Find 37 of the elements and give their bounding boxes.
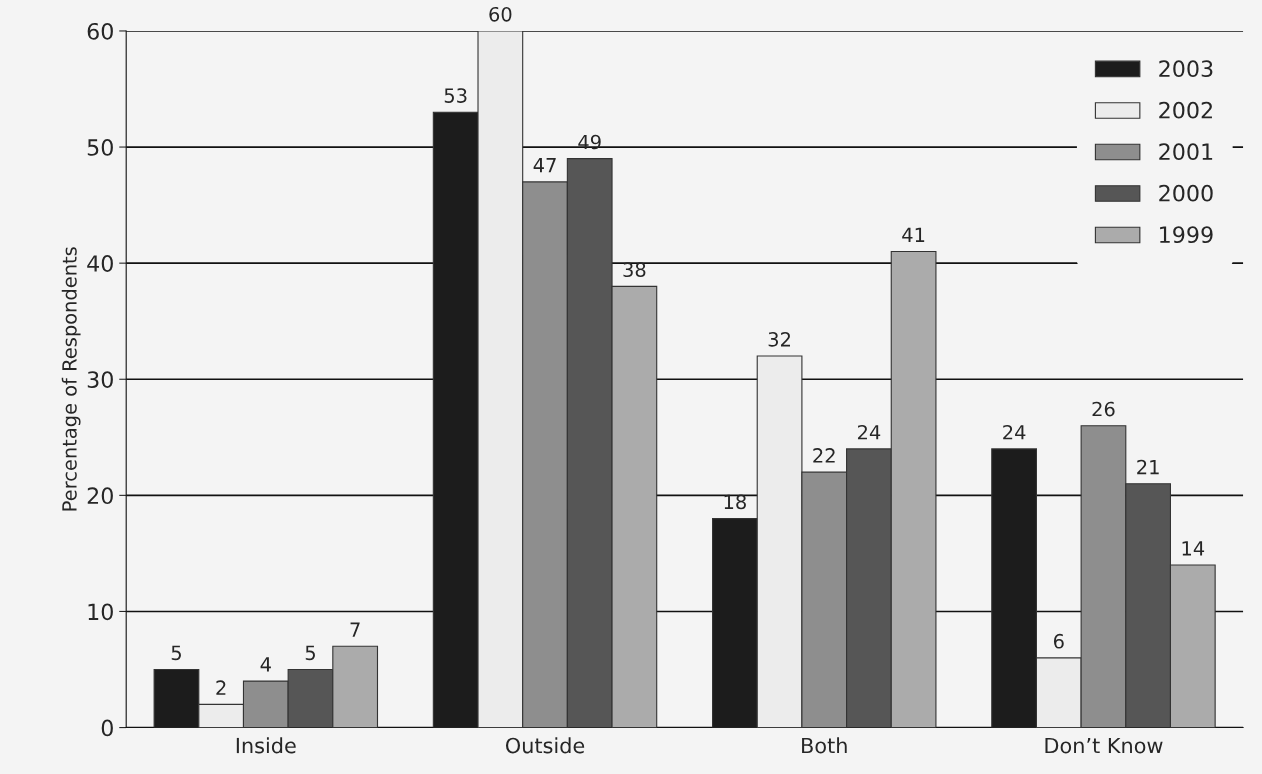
data-label: 2 [216, 680, 226, 695]
data-label: 4 [260, 657, 271, 672]
y-tick-label: 10 [88, 603, 113, 621]
legend-label: 2001 [1159, 143, 1213, 161]
y-tick-label: 40 [87, 255, 113, 272]
data-label: 32 [768, 332, 790, 347]
data-label: 6 [1053, 633, 1064, 649]
data-label: 60 [489, 6, 512, 22]
legend-label: 1999 [1160, 226, 1213, 244]
data-label: 7 [350, 622, 360, 637]
data-label: 24 [1003, 424, 1026, 440]
x-tick-label: Don’t Know [1045, 737, 1163, 754]
y-tick-label: 30 [87, 371, 113, 389]
data-label: 49 [578, 134, 601, 150]
data-label: 5 [171, 645, 181, 661]
legend-label: 2002 [1159, 101, 1212, 119]
data-label: 22 [813, 448, 835, 463]
data-label: 18 [724, 494, 746, 510]
data-label: 26 [1092, 401, 1115, 417]
y-tick-label: 60 [87, 22, 113, 40]
data-label: 21 [1137, 459, 1159, 475]
y-tick-label: 0 [101, 719, 113, 737]
data-label: 5 [305, 645, 315, 661]
x-tick-label: Inside [236, 737, 296, 754]
data-label: 47 [533, 158, 556, 173]
data-label: 41 [902, 227, 925, 242]
data-label: 14 [1182, 541, 1205, 556]
y-tick-label: 50 [87, 139, 113, 156]
legend-label: 2003 [1159, 60, 1213, 78]
x-tick-label: Both [802, 737, 847, 754]
data-label: 24 [857, 424, 881, 440]
legend-label: 2000 [1159, 184, 1213, 202]
y-tick-label: 20 [87, 487, 113, 505]
data-label: 38 [623, 262, 646, 278]
data-label: 53 [444, 88, 467, 103]
y-axis-title: Percentage of Respondents [61, 247, 81, 511]
x-tick-label: Outside [505, 737, 585, 754]
